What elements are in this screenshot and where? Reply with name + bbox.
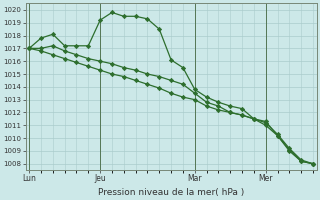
X-axis label: Pression niveau de la mer( hPa ): Pression niveau de la mer( hPa ): [98, 188, 244, 197]
